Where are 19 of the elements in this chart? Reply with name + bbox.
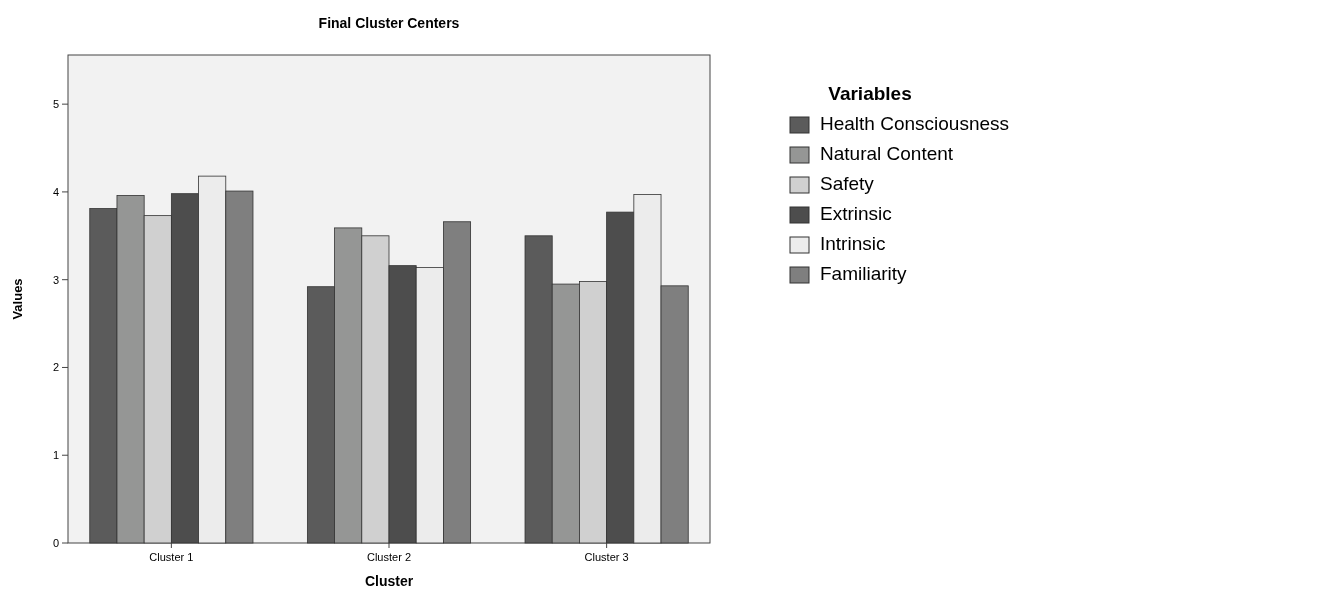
y-tick-label: 4 [52, 185, 59, 198]
x-axis-title: Cluster [364, 573, 414, 589]
x-tick-label: Cluster 1 [149, 551, 194, 563]
x-tick-label: Cluster 2 [366, 551, 412, 563]
y-tick-label: 1 [52, 449, 59, 462]
legend-label: Extrinsic [820, 203, 892, 224]
legend-label: Safety [820, 173, 875, 194]
y-tick-label: 2 [52, 361, 59, 374]
y-tick-label: 3 [52, 273, 59, 286]
y-tick-label: 0 [52, 536, 59, 549]
y-axis-title: Values [10, 278, 25, 320]
legend-label: Intrinsic [820, 233, 886, 254]
y-tick-label: 5 [52, 98, 59, 110]
x-tick-label: Cluster 3 [584, 551, 629, 563]
legend-label: Familiarity [820, 263, 908, 284]
chart-title: Final Cluster Centers [318, 15, 460, 31]
legend-label: Health Consciousness [820, 113, 1010, 134]
legend-title: Variables [828, 83, 912, 104]
legend-label: Natural Content [820, 143, 954, 164]
